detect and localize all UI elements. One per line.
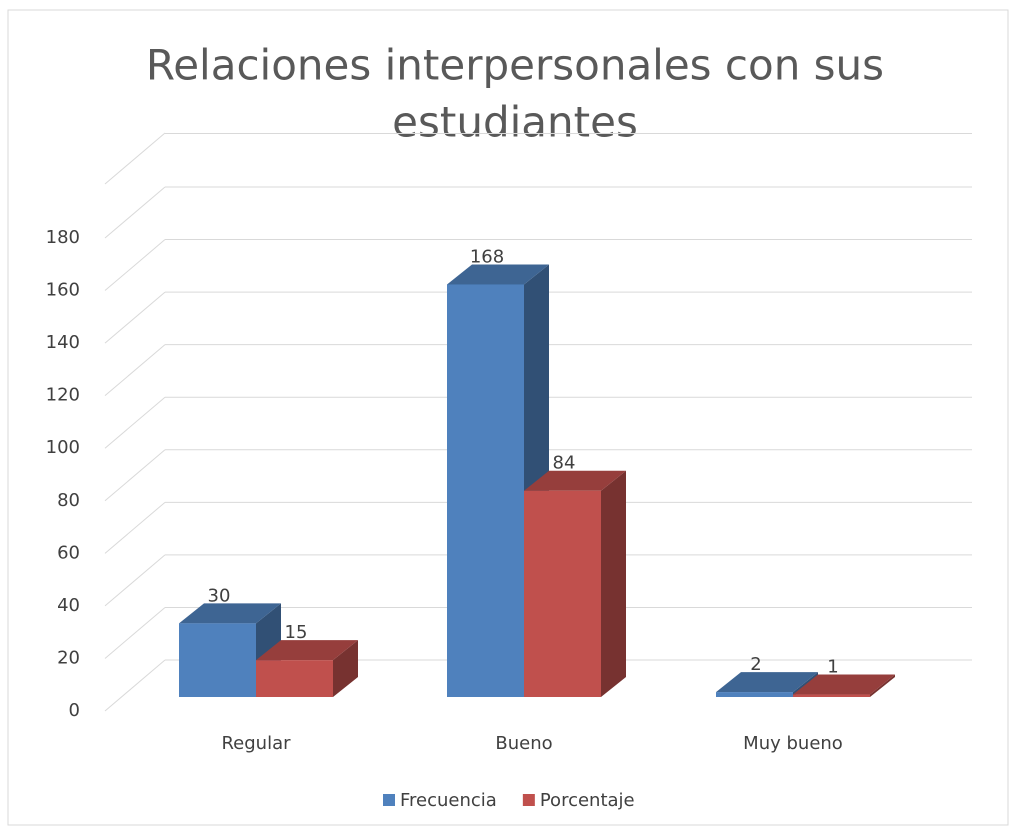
y-tick-label: 140 <box>46 332 80 353</box>
grid-line <box>104 291 166 344</box>
bar <box>793 694 870 697</box>
bar-top <box>524 470 626 491</box>
grid-line <box>104 344 166 397</box>
y-tick-label: 80 <box>57 490 80 511</box>
legend-label: Frecuencia <box>400 790 497 811</box>
bar-top <box>179 603 281 624</box>
x-tick-label: Muy bueno <box>743 733 843 754</box>
bar-side <box>870 674 895 697</box>
chart-title: estudiantes <box>392 98 638 147</box>
bar-side <box>333 640 358 697</box>
legend-swatch <box>522 794 535 806</box>
grid-line <box>104 554 166 607</box>
grid-line <box>104 186 166 239</box>
legend-label: Porcentaje <box>540 790 635 811</box>
grid-line <box>104 396 166 449</box>
bar-top <box>716 672 818 693</box>
grid-line <box>104 132 166 185</box>
bar-top <box>793 674 895 695</box>
data-label: 84 <box>553 453 576 474</box>
x-tick-label: Regular <box>221 733 291 754</box>
bar-top <box>447 264 549 285</box>
data-label: 168 <box>470 246 504 267</box>
bar <box>524 490 601 697</box>
bar <box>256 660 333 697</box>
y-tick-label: 0 <box>69 700 80 721</box>
y-tick-label: 60 <box>57 542 80 563</box>
data-label: 2 <box>750 654 761 675</box>
y-tick-label: 160 <box>46 280 80 301</box>
bar <box>179 623 256 697</box>
y-tick-label: 180 <box>46 227 80 248</box>
bar <box>447 284 524 697</box>
grid-line <box>104 607 166 659</box>
y-tick-label: 40 <box>57 595 80 616</box>
x-tick-label: Bueno <box>495 733 552 754</box>
data-label: 30 <box>208 585 231 606</box>
bar <box>716 692 793 697</box>
y-tick-label: 120 <box>46 385 80 406</box>
chart-title: Relaciones interpersonales con sus <box>146 41 884 90</box>
grid-line <box>104 659 166 712</box>
data-label: 15 <box>285 622 308 643</box>
y-tick-label: 100 <box>46 437 80 458</box>
legend-swatch <box>383 794 395 806</box>
bar-top <box>256 640 358 661</box>
grid-line <box>104 501 166 554</box>
data-label: 1 <box>827 657 838 678</box>
grid-line <box>104 239 166 291</box>
grid-line <box>104 449 166 502</box>
y-tick-label: 20 <box>57 647 80 668</box>
bar-side <box>601 470 626 697</box>
